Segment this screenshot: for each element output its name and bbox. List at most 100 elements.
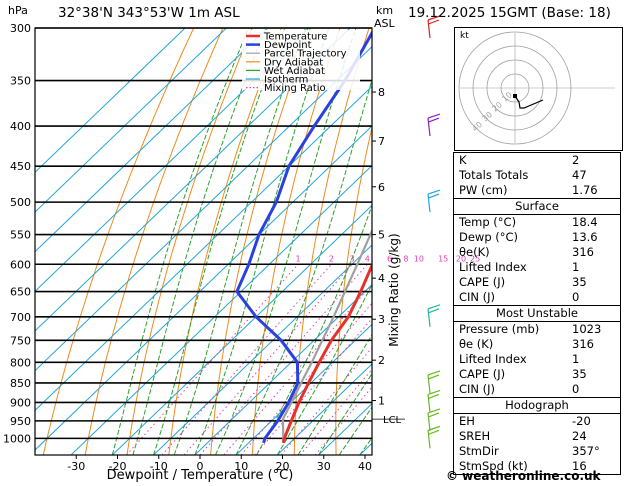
- wind-barb-feather: [428, 393, 440, 400]
- x-tick-label: -10: [150, 460, 168, 473]
- isotherms: [35, 28, 372, 455]
- index-value: 47: [572, 168, 587, 182]
- altitude-tick-label: 5: [378, 229, 385, 242]
- pressure-axis: 300 350 400 450 500 550 600 650 700 750 800 850 900 9…: [3, 22, 31, 445]
- mixing-ratio-label: 4: [365, 254, 370, 263]
- most-unstable-label: Pressure (mb): [459, 322, 540, 336]
- hodograph-title: Hodograph: [454, 398, 620, 414]
- surface-title: Surface: [454, 199, 620, 215]
- most-unstable-row: CAPE (J) 35: [454, 367, 620, 382]
- most-unstable-value: 35: [572, 367, 587, 381]
- hodograph-panel: kt 10 20 30 40: [454, 27, 623, 151]
- wind-barb-feather: [428, 374, 440, 380]
- altitude-tick-label: 1: [378, 395, 385, 408]
- hodograph-index-value: -20: [572, 414, 591, 428]
- mixing-ratio-line: [199, 263, 368, 455]
- mixing-ratio-label: 1: [296, 254, 301, 263]
- x-tick-label: 20: [276, 460, 290, 473]
- altitude-axis: 1 2 3 4 5 6 7 8 LCL: [372, 86, 405, 426]
- surface-value: 35: [572, 275, 587, 289]
- x-tick-label: 40: [358, 460, 372, 473]
- pressure-tick-label: 850: [10, 377, 31, 390]
- pressure-tick-label: 350: [10, 75, 31, 88]
- surface-label: CAPE (J): [459, 275, 506, 289]
- wind-barb-feather: [428, 308, 440, 314]
- pressure-tick-label: 450: [10, 160, 31, 173]
- dry-adiabat-line: [42, 28, 195, 455]
- mixing-ratio-label: 15: [438, 254, 448, 263]
- index-label: PW (cm): [459, 183, 508, 197]
- index-value: 2: [572, 153, 580, 167]
- dewpoint-series: [235, 30, 372, 444]
- surface-row: CAPE (J) 35: [454, 275, 620, 290]
- wind-barb-feather: [428, 429, 440, 435]
- wet-adiabats: [111, 28, 372, 455]
- hodograph-index-label: StmDir: [459, 444, 499, 458]
- most-unstable-title: Most Unstable: [454, 306, 620, 322]
- wind-barb-feather: [427, 189, 441, 195]
- surface-value: 18.4: [572, 215, 598, 229]
- surface-label: θe(K): [459, 245, 490, 259]
- index-row: Totals Totals 47: [454, 168, 620, 183]
- surface-value: 13.6: [572, 230, 598, 244]
- dewpoint-line: [235, 30, 372, 444]
- x-tick-label: 0: [197, 460, 204, 473]
- hodograph-index-label: StmSpd (kt): [459, 459, 528, 473]
- pressure-tick-label: 950: [10, 415, 31, 428]
- wind-barb-staff: [427, 394, 431, 413]
- hpa-label: hPa: [8, 4, 28, 17]
- most-unstable-label: Lifted Index: [459, 352, 527, 366]
- wind-barb: [427, 389, 441, 413]
- indices-top-section: K 2 Totals Totals 47 PW (cm) 1.76: [453, 152, 621, 199]
- surface-row: CIN (J) 0: [454, 290, 620, 305]
- mixing-ratio-label: 8: [403, 254, 408, 263]
- parcel-line: [281, 228, 372, 443]
- most-unstable-label: CIN (J): [459, 382, 496, 396]
- wind-barb-feather: [427, 425, 441, 431]
- isotherm-line: [70, 164, 372, 455]
- wet-adiabat-line: [153, 28, 286, 455]
- hodograph-ring-label: 40: [471, 120, 485, 133]
- hodograph-index-row: StmDir 357°: [454, 444, 620, 459]
- dry-adiabat-line: [168, 28, 282, 455]
- mixing-ratio-label: 25: [470, 254, 480, 263]
- hodograph-index-label: SREH: [459, 429, 491, 443]
- isotherm-line: [111, 204, 372, 455]
- index-row: PW (cm) 1.76: [454, 183, 620, 198]
- altitude-tick-label: 6: [378, 181, 385, 194]
- asl-label: ASL: [374, 17, 396, 30]
- datetime-title: 19.12.2025 15GMT (Base: 18): [408, 5, 611, 21]
- mixing-ratio-label: 20: [456, 254, 466, 263]
- dry-adiabat-line: [210, 28, 312, 455]
- isotherm-line: [35, 28, 186, 174]
- legend-label: Parcel Trajectory: [264, 49, 347, 60]
- index-label: Totals Totals: [459, 168, 529, 182]
- surface-row: Lifted Index 1: [454, 260, 620, 275]
- copyright: © weatheronline.co.uk: [446, 469, 601, 483]
- legend-label: Dry Adiabat: [264, 57, 323, 68]
- surface-label: Lifted Index: [459, 260, 527, 274]
- legend-background: [242, 30, 360, 90]
- wet-adiabat-line: [111, 28, 250, 455]
- hodograph-index-row: EH -20: [454, 414, 620, 429]
- mixing-ratio-label: 10: [414, 254, 424, 263]
- hodograph-indices-section: Hodograph EH -20 SREH 24 StmDir 357° StmSpd (k…: [453, 398, 621, 475]
- isotherm-line: [35, 28, 227, 213]
- wind-barb-feather: [427, 389, 441, 396]
- mixing-ratio-label: 6: [387, 254, 392, 263]
- isotherm-line: [35, 28, 310, 293]
- isotherm-line: [35, 85, 372, 412]
- index-label: K: [459, 153, 467, 167]
- wind-barbs: [427, 15, 441, 449]
- lcl-label: LCL: [383, 415, 402, 426]
- hodograph-index-row: StmSpd (kt) 16: [454, 459, 620, 474]
- wind-barb-staff: [427, 117, 431, 137]
- pressure-tick-label: 300: [10, 22, 31, 35]
- altitude-tick-label: 7: [378, 135, 385, 148]
- legend-label: Wet Adiabat: [264, 66, 325, 77]
- mixing-ratio-label: 2: [329, 254, 334, 263]
- wind-barb-feather: [428, 193, 440, 199]
- wind-barb: [427, 408, 441, 431]
